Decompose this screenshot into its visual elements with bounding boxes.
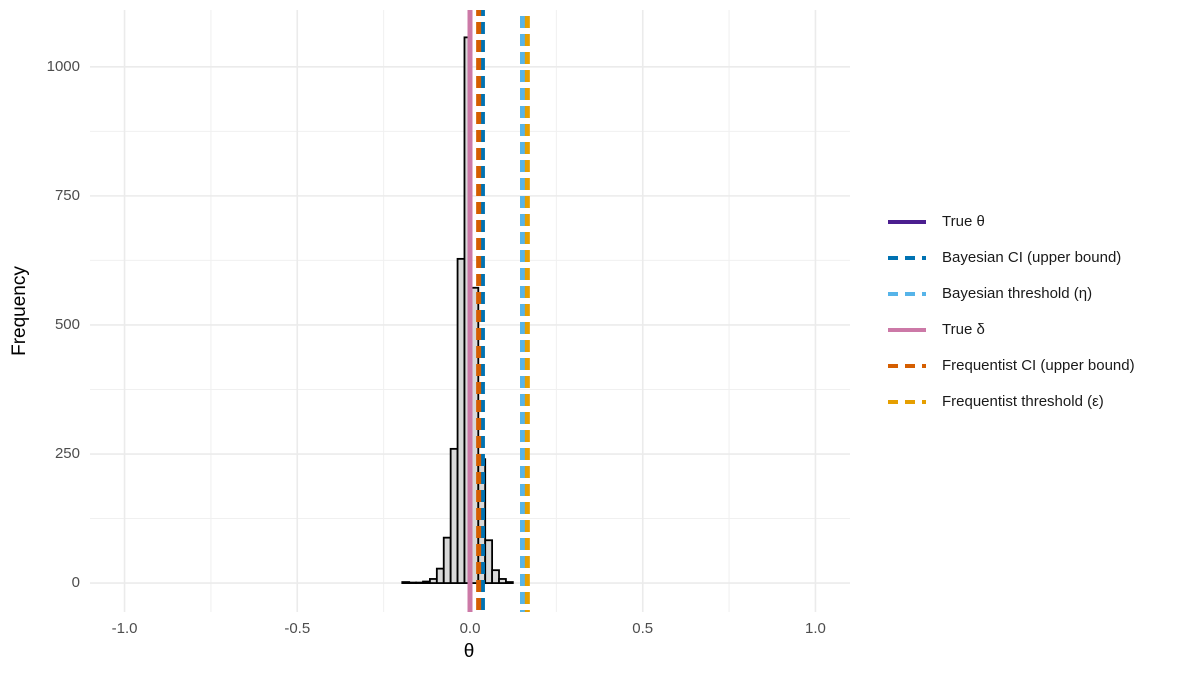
histogram-bar — [449, 447, 459, 584]
histogram-bar — [435, 567, 445, 584]
histogram-bar — [401, 581, 411, 584]
legend-label: True δ — [942, 321, 985, 338]
x-tick-label: -0.5 — [284, 620, 310, 637]
legend-label: Frequentist CI (upper bound) — [942, 357, 1135, 374]
x-axis-title: θ — [464, 641, 475, 662]
y-tick-label: 1000 — [47, 58, 80, 75]
histogram-bar — [415, 581, 424, 584]
y-tick-label: 0 — [72, 574, 80, 591]
legend-label: Bayesian threshold (η) — [942, 285, 1092, 302]
x-tick-label: 0.5 — [632, 620, 653, 637]
histogram-bar — [484, 539, 494, 584]
y-tick-label: 500 — [55, 316, 80, 333]
legend-label: Bayesian CI (upper bound) — [942, 249, 1121, 266]
histogram-bar — [456, 257, 466, 584]
y-tick-label: 750 — [55, 187, 80, 204]
histogram-bar — [505, 581, 514, 584]
histogram-bar — [408, 581, 418, 584]
histogram-bar — [429, 578, 438, 584]
histogram-bar — [442, 536, 452, 584]
histogram-bar — [498, 578, 507, 584]
y-tick-label: 250 — [55, 445, 80, 462]
y-axis-title: Frequency — [9, 266, 30, 356]
legend-label: True θ — [942, 213, 985, 230]
x-tick-label: -1.0 — [112, 620, 138, 637]
x-tick-label: 0.0 — [460, 620, 481, 637]
histogram-bar — [491, 569, 500, 584]
legend-label: Frequentist threshold (ε) — [942, 393, 1104, 410]
histogram-bar — [422, 580, 431, 584]
x-tick-label: 1.0 — [805, 620, 826, 637]
